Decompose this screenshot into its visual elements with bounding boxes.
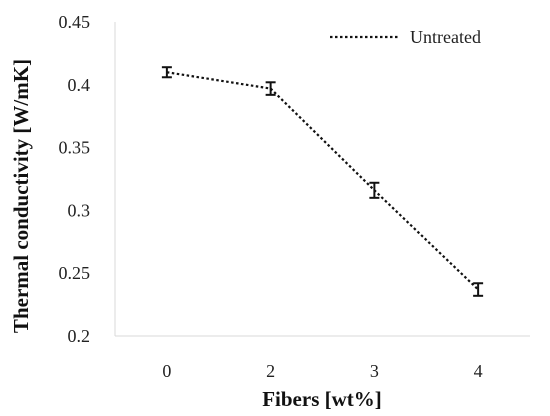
series-line (166, 71, 479, 291)
legend-label: Untreated (410, 27, 481, 47)
y-tick-label: 0.3 (68, 200, 91, 220)
y-tick-label: 0.35 (59, 138, 91, 158)
y-tick-label: 0.45 (59, 12, 91, 32)
legend: Untreated (330, 27, 481, 47)
y-axis-title: Thermal conductivity [W/mK] (9, 59, 33, 333)
x-tick-label: 3 (370, 361, 379, 381)
x-tick-label: 2 (266, 361, 275, 381)
plot-area (161, 66, 484, 297)
x-axis-title: Fibers [wt%] (262, 387, 382, 411)
x-tick-label: 0 (162, 361, 171, 381)
y-tick-labels: 0.2 0.25 0.3 0.35 0.4 0.45 (59, 12, 91, 346)
x-tick-label: 4 (474, 361, 483, 381)
y-tick-label: 0.4 (68, 75, 91, 95)
x-tick-labels: 0 2 3 4 (162, 361, 482, 381)
y-tick-label: 0.2 (68, 326, 91, 346)
y-tick-label: 0.25 (59, 263, 91, 283)
